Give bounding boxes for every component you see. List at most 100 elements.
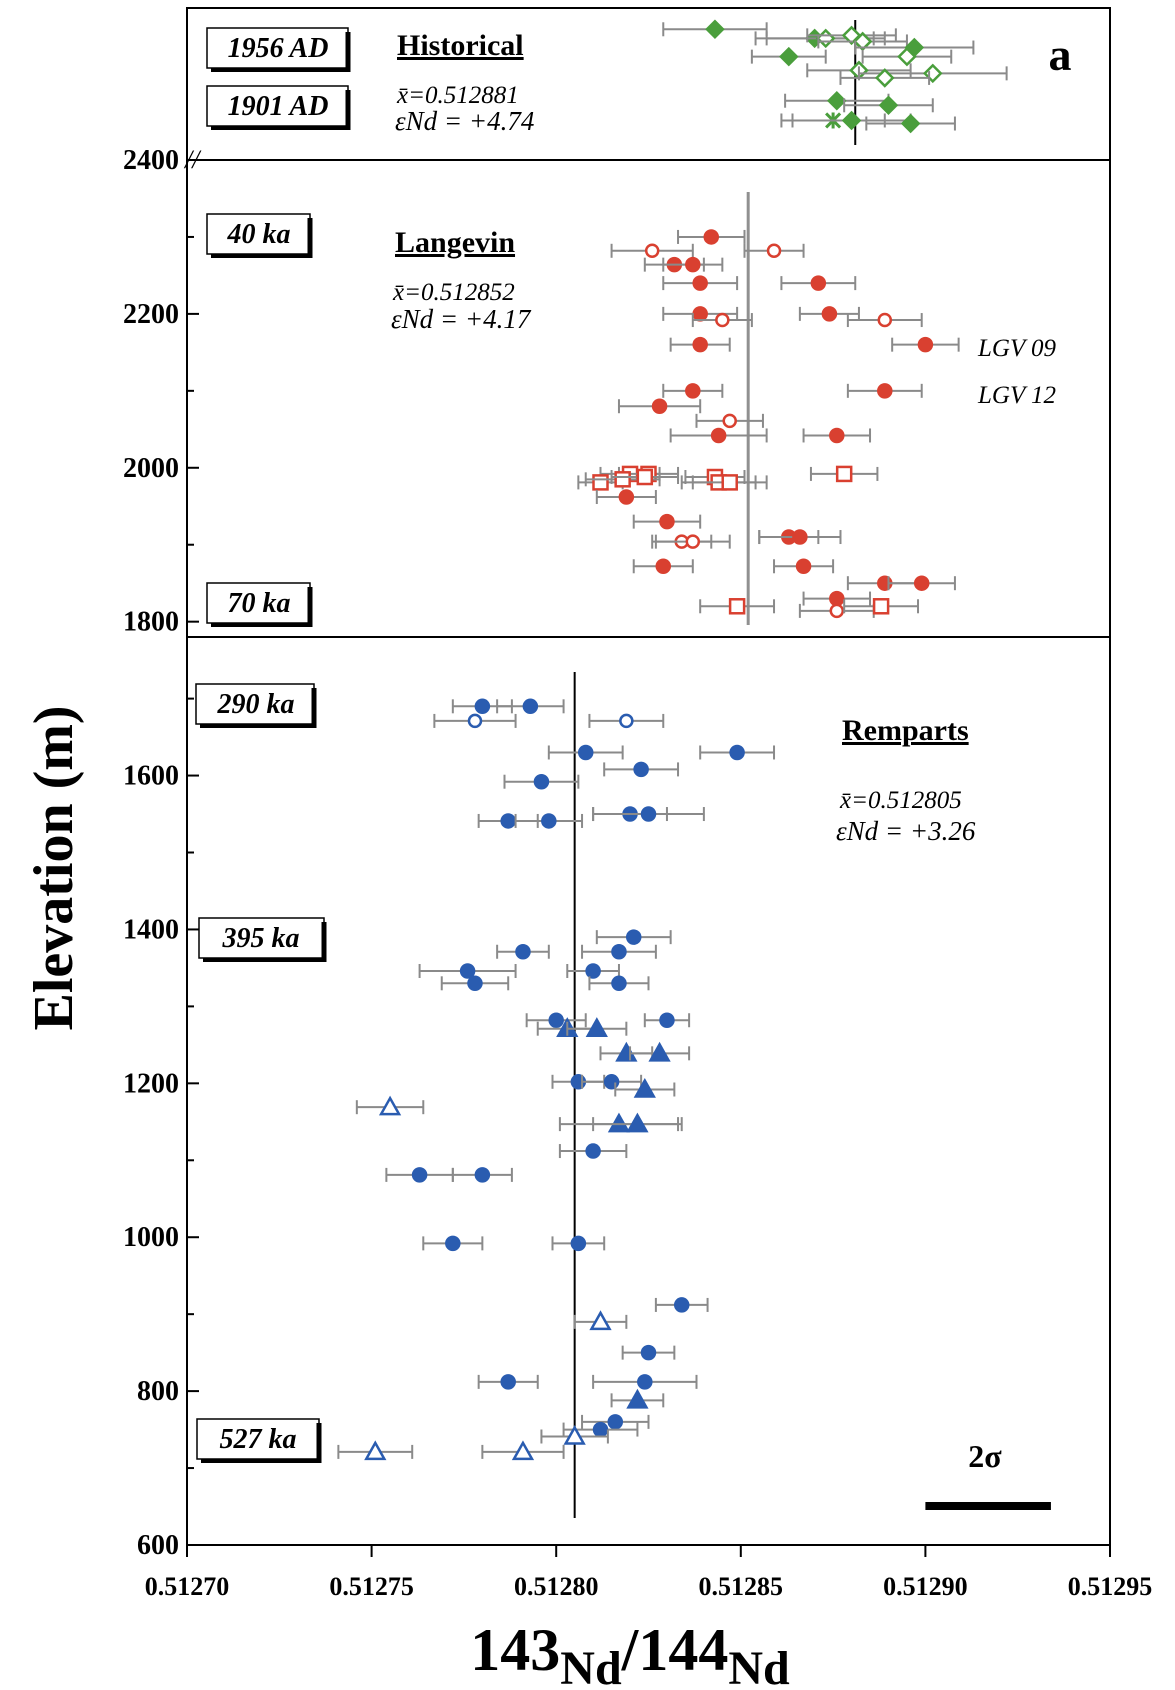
langevin-point [846, 312, 923, 328]
marker-triangle-open [511, 1440, 535, 1461]
x-tick-label: 0.51275 [329, 1572, 414, 1601]
langevin-point [662, 383, 724, 399]
historical-age-bottom: 1901 AD [228, 91, 329, 122]
marker-circle-filled [692, 336, 708, 353]
historical-age-box-bottom: 1901 AD [206, 85, 351, 130]
remparts-age-top: 290 ka [217, 689, 295, 720]
remparts-point [496, 698, 565, 715]
marker-circle-filled [533, 773, 550, 790]
lgv09-label: LGV 09 [977, 335, 1057, 362]
marker-circle-filled [685, 256, 701, 273]
lgv12-label: LGV 12 [977, 382, 1056, 409]
marker-circle-filled [877, 383, 893, 399]
remparts-point [440, 975, 510, 992]
langevin-point [669, 427, 768, 444]
y-axis-label: Elevation (m) [23, 705, 85, 1030]
remparts-point [503, 773, 580, 790]
marker-triangle-open [589, 1310, 612, 1331]
historical-point [843, 95, 934, 116]
remparts-point [514, 813, 584, 829]
marker-circle-filled [795, 558, 812, 575]
langevin-point [843, 598, 920, 615]
langevin-age-box-top: 40 ka [206, 213, 313, 258]
x-tick-label: 0.51295 [1068, 1572, 1153, 1601]
langevin-point [610, 243, 694, 259]
remparts-point [603, 761, 680, 778]
remparts-point [581, 1414, 650, 1430]
x-label-element2: Nd [728, 1642, 790, 1690]
y-tick-label: 1400 [123, 914, 179, 945]
axes: //60080010001200140016001800200022002400… [123, 145, 1152, 1601]
marker-diamond-filled [779, 46, 799, 67]
remparts-point [422, 1235, 484, 1252]
data-points [337, 19, 1008, 1461]
historical-point [865, 113, 956, 134]
langevin-point [677, 229, 746, 245]
langevin-point [846, 383, 923, 399]
marker-circle-filled [703, 229, 720, 245]
remparts-age-bottom: 527 ka [220, 1424, 297, 1455]
marker-circle-open [766, 243, 782, 259]
remparts-point [592, 1374, 698, 1390]
y-tick-label: 1800 [123, 607, 179, 638]
marker-circle-open [619, 713, 634, 729]
langevin-eps: εNd = +4.17 [391, 304, 532, 334]
remparts-title: Remparts [842, 714, 969, 747]
historical-point [784, 90, 890, 111]
marker-circle-filled [607, 1414, 624, 1430]
langevin-point [891, 336, 960, 353]
marker-circle-filled [829, 427, 845, 444]
remparts-point [629, 1041, 691, 1062]
marker-circle-filled [655, 558, 672, 575]
marker-circle-filled [522, 698, 539, 715]
marker-circle-filled [570, 1235, 587, 1252]
langevin-point [691, 312, 753, 328]
langevin-age-box-bottom: 70 ka [206, 582, 313, 627]
langevin-point [802, 590, 872, 607]
marker-diamond-open [875, 68, 895, 88]
langevin-point [669, 336, 731, 353]
langevin-age-top: 40 ka [227, 219, 291, 250]
marker-circle-filled [603, 1074, 620, 1090]
historical-point [662, 19, 768, 40]
remparts-point [592, 1112, 683, 1133]
remparts-point [581, 1074, 643, 1090]
marker-circle-filled [692, 306, 708, 322]
marker-circle-filled [625, 929, 642, 945]
y-tick-label: 2200 [123, 299, 179, 330]
historical-mean: x̄=0.512881 [396, 82, 519, 109]
marker-diamond-filled [900, 113, 921, 134]
marker-circle-filled [810, 275, 827, 291]
remparts-point [496, 944, 550, 960]
marker-circle-filled [729, 744, 745, 761]
langevin-point [699, 598, 776, 615]
marker-circle-filled [577, 744, 594, 761]
remparts-point [418, 963, 517, 979]
marker-circle-filled [500, 813, 516, 829]
remparts-point [643, 1012, 691, 1028]
remparts-point [481, 1440, 565, 1461]
langevin-point [773, 558, 835, 575]
langevin-point [595, 489, 657, 505]
remparts-point [451, 1167, 513, 1183]
marker-circle-filled [445, 1235, 461, 1252]
plot-frame [186, 7, 1111, 1546]
remparts-age-box-top: 290 ka [195, 683, 317, 728]
marker-diamond-open [897, 46, 917, 67]
marker-circle-filled [673, 1297, 690, 1313]
marker-diamond-filled [878, 95, 899, 116]
historical-title: Historical [397, 29, 524, 62]
remparts-point [540, 1424, 609, 1445]
marker-triangle-filled [648, 1041, 671, 1062]
marker-circle-filled [459, 963, 476, 979]
marker-circle-filled [640, 1344, 657, 1361]
remparts-point [551, 1235, 606, 1252]
marker-circle-filled [821, 306, 838, 322]
marker-circle-filled [611, 944, 627, 960]
remparts-point [433, 713, 517, 729]
y-tick-label: 2400 [123, 145, 179, 176]
langevin-mean: x̄=0.512852 [392, 279, 515, 306]
x-label-sup2: 144 [638, 1617, 728, 1683]
marker-circle-filled [917, 336, 934, 353]
marker-diamond-filled [841, 110, 862, 131]
